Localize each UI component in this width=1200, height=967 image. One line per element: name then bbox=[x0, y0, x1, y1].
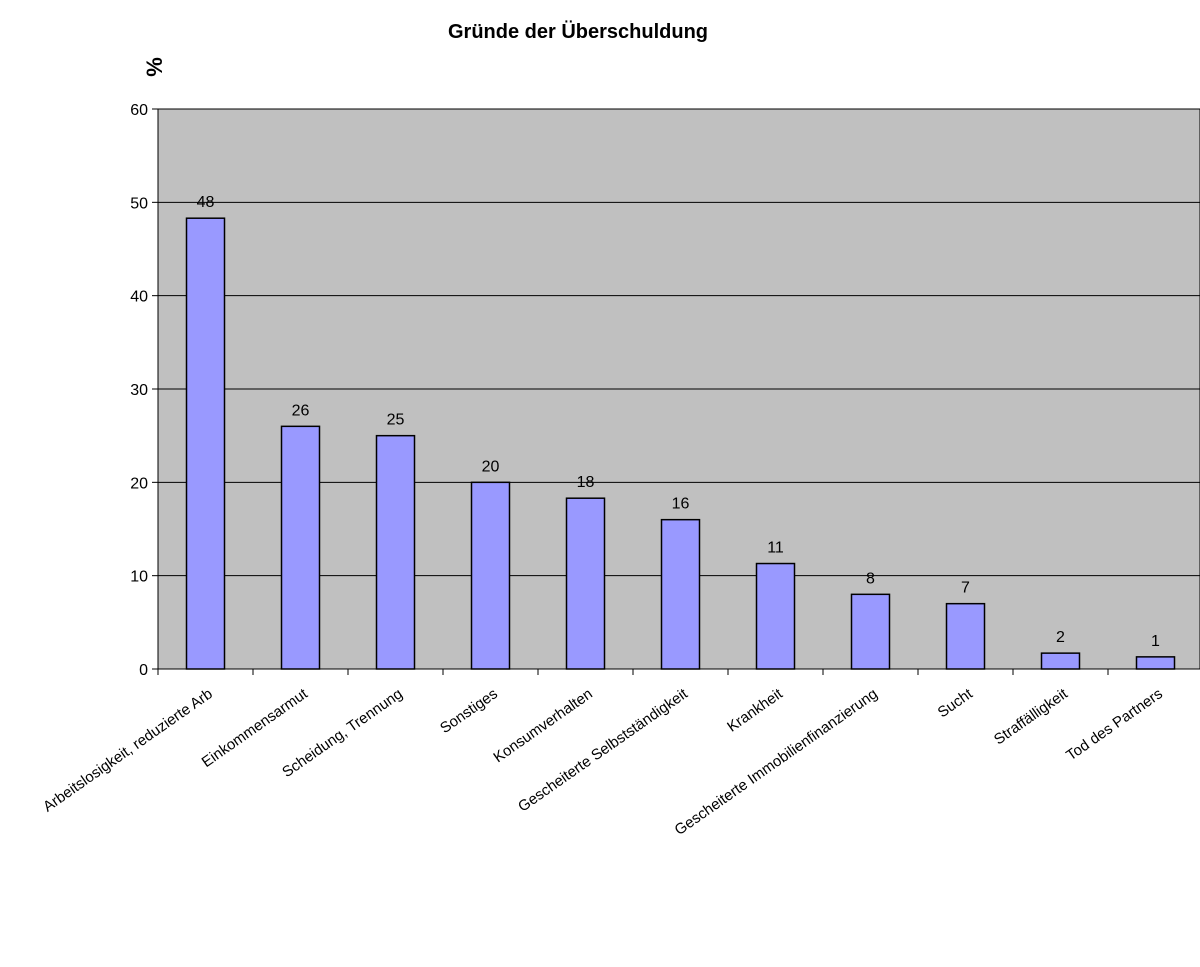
data-label: 7 bbox=[961, 580, 970, 597]
x-tick-label: Konsumverhalten bbox=[490, 685, 595, 766]
data-label: 16 bbox=[672, 496, 690, 513]
y-tick-label: 50 bbox=[130, 195, 148, 212]
x-tick-label: Sonstiges bbox=[437, 685, 501, 737]
bar bbox=[280, 425, 321, 670]
x-tick-label: Straffälligkeit bbox=[991, 685, 1072, 749]
x-tick-label: Sucht bbox=[935, 685, 977, 721]
y-tick-label: 10 bbox=[130, 569, 148, 586]
bar bbox=[660, 518, 701, 670]
x-tick-label: Gescheiterte Selbstständigkeit bbox=[515, 685, 691, 816]
y-ticks: 0 10 20 30 40 50 60 bbox=[130, 102, 158, 679]
x-tick-label: Krankheit bbox=[724, 685, 786, 736]
y-tick-label: 20 bbox=[130, 475, 148, 492]
data-label: 8 bbox=[866, 570, 875, 587]
data-label: 2 bbox=[1056, 629, 1065, 646]
data-labels: 48 26 25 20 18 16 11 8 7 2 1 bbox=[197, 194, 1160, 650]
bar bbox=[755, 562, 796, 670]
bar bbox=[1040, 652, 1081, 670]
x-tick-label: Arbeitslosigkeit, reduzierte Arb bbox=[40, 685, 216, 815]
data-label: 26 bbox=[292, 402, 310, 419]
bar bbox=[565, 497, 606, 670]
x-tick-label: Tod des Partners bbox=[1063, 685, 1166, 764]
x-ticks: Arbeitslosigkeit, reduzierte ArbEinkomme… bbox=[40, 669, 1166, 839]
data-label: 11 bbox=[767, 540, 784, 557]
data-label: 48 bbox=[197, 194, 215, 211]
bar bbox=[850, 593, 891, 670]
bar bbox=[375, 434, 416, 670]
y-tick-label: 60 bbox=[130, 102, 148, 119]
bar bbox=[470, 481, 511, 670]
chart-title: Gründe der Überschuldung bbox=[448, 20, 708, 43]
data-label: 25 bbox=[387, 412, 405, 429]
y-tick-label: 0 bbox=[139, 662, 148, 679]
data-label: 18 bbox=[577, 474, 595, 491]
bar bbox=[945, 602, 986, 670]
bar bbox=[185, 217, 226, 670]
data-label: 20 bbox=[482, 458, 500, 475]
y-tick-label: 40 bbox=[130, 289, 148, 306]
y-axis-label: % bbox=[142, 57, 167, 77]
x-tick-label: Gescheiterte Immobilienfinanzierung bbox=[672, 685, 881, 839]
data-label: 1 bbox=[1151, 633, 1160, 650]
y-tick-label: 30 bbox=[130, 382, 148, 399]
bar bbox=[1135, 656, 1176, 670]
